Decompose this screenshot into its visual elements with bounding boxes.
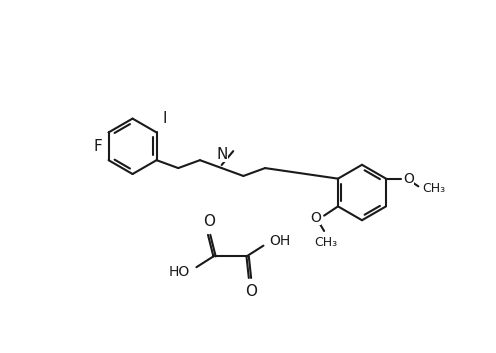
Text: F: F — [94, 139, 102, 154]
Text: CH₃: CH₃ — [422, 182, 445, 195]
Text: O: O — [203, 214, 215, 229]
Text: O: O — [245, 284, 257, 299]
Text: I: I — [163, 111, 167, 126]
Text: HO: HO — [169, 265, 190, 279]
Text: CH₃: CH₃ — [314, 236, 337, 249]
Text: O: O — [310, 211, 321, 225]
Text: N: N — [217, 147, 228, 162]
Text: O: O — [403, 172, 414, 186]
Text: OH: OH — [270, 234, 291, 248]
